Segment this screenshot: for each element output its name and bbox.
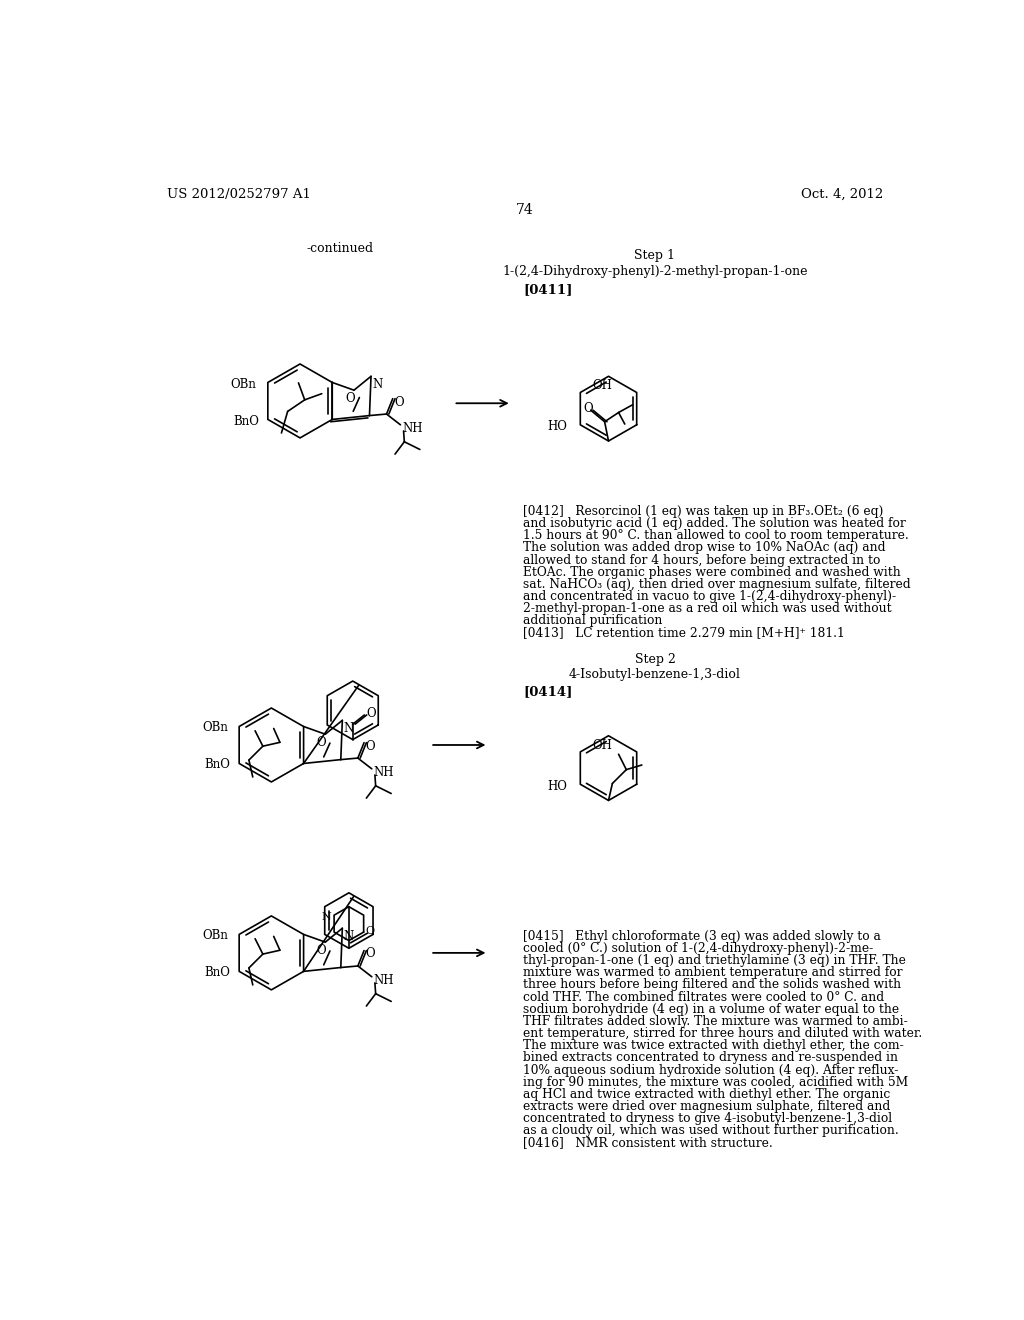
Text: BnO: BnO bbox=[204, 758, 230, 771]
Text: OH: OH bbox=[592, 739, 612, 752]
Text: 4-Isobutyl-benzene-1,3-diol: 4-Isobutyl-benzene-1,3-diol bbox=[569, 668, 741, 681]
Text: cold THF. The combined filtrates were cooled to 0° C. and: cold THF. The combined filtrates were co… bbox=[523, 990, 885, 1003]
Text: THF filtrates added slowly. The mixture was warmed to ambi-: THF filtrates added slowly. The mixture … bbox=[523, 1015, 908, 1028]
Text: concentrated to dryness to give 4-isobutyl-benzene-1,3-diol: concentrated to dryness to give 4-isobut… bbox=[523, 1113, 892, 1125]
Text: N: N bbox=[322, 912, 332, 923]
Text: O: O bbox=[366, 739, 375, 752]
Text: Step 2: Step 2 bbox=[635, 652, 676, 665]
Text: allowed to stand for 4 hours, before being extracted in to: allowed to stand for 4 hours, before bei… bbox=[523, 553, 881, 566]
Text: OBn: OBn bbox=[230, 378, 256, 391]
Text: N: N bbox=[373, 378, 383, 391]
Text: [0413]   LC retention time 2.279 min [M+H]⁺ 181.1: [0413] LC retention time 2.279 min [M+H]… bbox=[523, 627, 845, 640]
Text: O: O bbox=[316, 735, 327, 748]
Text: OBn: OBn bbox=[202, 929, 227, 942]
Text: N: N bbox=[344, 929, 354, 942]
Text: Step 1: Step 1 bbox=[635, 249, 676, 263]
Text: O: O bbox=[394, 396, 403, 409]
Text: NH: NH bbox=[374, 766, 394, 779]
Text: three hours before being filtered and the solids washed with: three hours before being filtered and th… bbox=[523, 978, 901, 991]
Text: 2-methyl-propan-1-one as a red oil which was used without: 2-methyl-propan-1-one as a red oil which… bbox=[523, 602, 892, 615]
Text: HO: HO bbox=[548, 420, 567, 433]
Text: HO: HO bbox=[548, 780, 567, 792]
Text: ent temperature, stirred for three hours and diluted with water.: ent temperature, stirred for three hours… bbox=[523, 1027, 923, 1040]
Text: O: O bbox=[366, 948, 375, 961]
Text: BnO: BnO bbox=[232, 414, 259, 428]
Text: cooled (0° C.) solution of 1-(2,4-dihydroxy-phenyl)-2-me-: cooled (0° C.) solution of 1-(2,4-dihydr… bbox=[523, 942, 873, 954]
Text: EtOAc. The organic phases were combined and washed with: EtOAc. The organic phases were combined … bbox=[523, 566, 901, 578]
Text: thyl-propan-1-one (1 eq) and triethylamine (3 eq) in THF. The: thyl-propan-1-one (1 eq) and triethylami… bbox=[523, 954, 906, 968]
Text: [0412]   Resorcinol (1 eq) was taken up in BF₃.OEt₂ (6 eq): [0412] Resorcinol (1 eq) was taken up in… bbox=[523, 506, 884, 517]
Text: and isobutyric acid (1 eq) added. The solution was heated for: and isobutyric acid (1 eq) added. The so… bbox=[523, 517, 906, 531]
Text: aq HCl and twice extracted with diethyl ether. The organic: aq HCl and twice extracted with diethyl … bbox=[523, 1088, 891, 1101]
Text: US 2012/0252797 A1: US 2012/0252797 A1 bbox=[167, 187, 310, 201]
Text: 74: 74 bbox=[516, 203, 534, 216]
Text: O: O bbox=[583, 403, 593, 416]
Text: NH: NH bbox=[374, 974, 394, 986]
Text: and concentrated in vacuo to give 1-(2,4-dihydroxy-phenyl)-: and concentrated in vacuo to give 1-(2,4… bbox=[523, 590, 896, 603]
Text: 1.5 hours at 90° C. than allowed to cool to room temperature.: 1.5 hours at 90° C. than allowed to cool… bbox=[523, 529, 909, 543]
Text: ing for 90 minutes, the mixture was cooled, acidified with 5M: ing for 90 minutes, the mixture was cool… bbox=[523, 1076, 908, 1089]
Text: OH: OH bbox=[592, 379, 612, 392]
Text: [0411]: [0411] bbox=[523, 284, 572, 296]
Text: 1-(2,4-Dihydroxy-phenyl)-2-methyl-propan-1-one: 1-(2,4-Dihydroxy-phenyl)-2-methyl-propan… bbox=[502, 264, 808, 277]
Text: [0414]: [0414] bbox=[523, 685, 572, 698]
Text: O: O bbox=[366, 925, 375, 936]
Text: sodium borohydride (4 eq) in a volume of water equal to the: sodium borohydride (4 eq) in a volume of… bbox=[523, 1003, 899, 1016]
Text: extracts were dried over magnesium sulphate, filtered and: extracts were dried over magnesium sulph… bbox=[523, 1100, 891, 1113]
Text: mixture was warmed to ambient temperature and stirred for: mixture was warmed to ambient temperatur… bbox=[523, 966, 903, 979]
Text: as a cloudy oil, which was used without further purification.: as a cloudy oil, which was used without … bbox=[523, 1125, 899, 1138]
Text: The mixture was twice extracted with diethyl ether, the com-: The mixture was twice extracted with die… bbox=[523, 1039, 904, 1052]
Text: N: N bbox=[344, 722, 354, 735]
Text: NH: NH bbox=[402, 422, 423, 434]
Text: bined extracts concentrated to dryness and re-suspended in: bined extracts concentrated to dryness a… bbox=[523, 1052, 898, 1064]
Text: -continued: -continued bbox=[306, 242, 374, 255]
Text: sat. NaHCO₃ (aq), then dried over magnesium sulfate, filtered: sat. NaHCO₃ (aq), then dried over magnes… bbox=[523, 578, 911, 591]
Text: [0416]   NMR consistent with structure.: [0416] NMR consistent with structure. bbox=[523, 1137, 773, 1150]
Text: BnO: BnO bbox=[204, 966, 230, 979]
Text: The solution was added drop wise to 10% NaOAc (aq) and: The solution was added drop wise to 10% … bbox=[523, 541, 886, 554]
Text: O: O bbox=[316, 944, 327, 957]
Text: [0415]   Ethyl chloroformate (3 eq) was added slowly to a: [0415] Ethyl chloroformate (3 eq) was ad… bbox=[523, 929, 881, 942]
Text: additional purification: additional purification bbox=[523, 614, 663, 627]
Text: 10% aqueous sodium hydroxide solution (4 eq). After reflux-: 10% aqueous sodium hydroxide solution (4… bbox=[523, 1064, 899, 1077]
Text: O: O bbox=[345, 392, 355, 405]
Text: OBn: OBn bbox=[202, 721, 227, 734]
Text: O: O bbox=[366, 708, 376, 721]
Text: Oct. 4, 2012: Oct. 4, 2012 bbox=[801, 187, 883, 201]
